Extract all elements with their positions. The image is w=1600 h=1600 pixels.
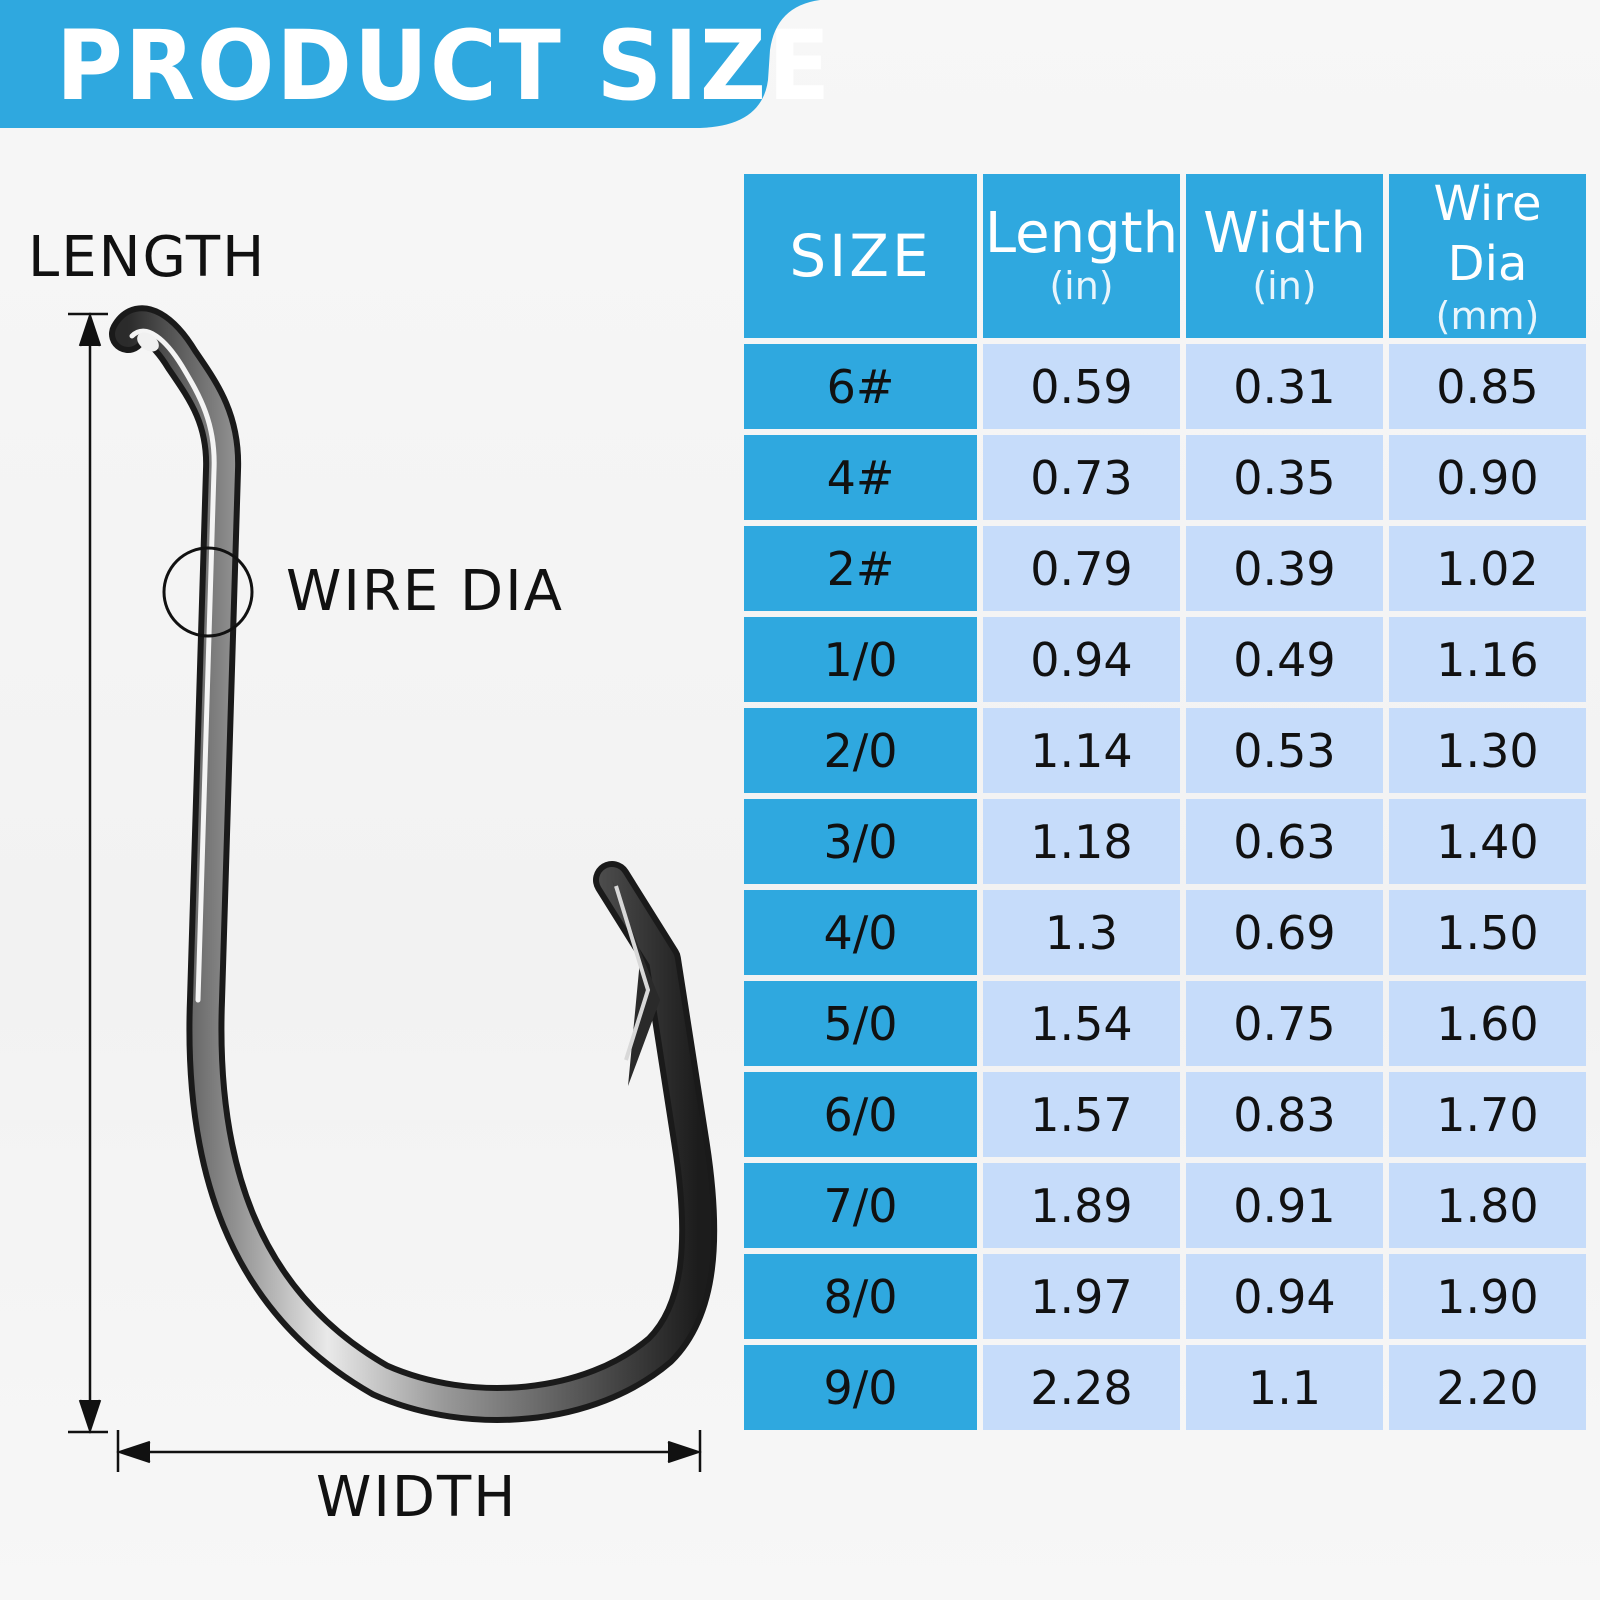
width-cell: 0.53 xyxy=(1186,708,1383,793)
table-row: 2/0 1.14 0.53 1.30 xyxy=(744,708,1586,793)
table-row: 6/0 1.57 0.83 1.70 xyxy=(744,1072,1586,1157)
wire-dia-cell: 1.40 xyxy=(1389,799,1586,884)
table-row: 9/0 2.28 1.1 2.20 xyxy=(744,1345,1586,1430)
header-width: Width (in) xyxy=(1186,174,1383,338)
length-cell: 2.28 xyxy=(983,1345,1180,1430)
width-cell: 0.75 xyxy=(1186,981,1383,1066)
wire-dia-cell: 0.90 xyxy=(1389,435,1586,520)
size-cell: 5/0 xyxy=(744,981,977,1066)
width-dimension-line xyxy=(116,1430,702,1472)
size-cell: 4/0 xyxy=(744,890,977,975)
wire-dia-cell: 1.30 xyxy=(1389,708,1586,793)
wire-dia-cell: 1.90 xyxy=(1389,1254,1586,1339)
length-cell: 0.94 xyxy=(983,617,1180,702)
header-length: Length (in) xyxy=(983,174,1180,338)
table-row: 2# 0.79 0.39 1.02 xyxy=(744,526,1586,611)
table-row: 1/0 0.94 0.49 1.16 xyxy=(744,617,1586,702)
width-cell: 0.35 xyxy=(1186,435,1383,520)
length-cell: 1.97 xyxy=(983,1254,1180,1339)
header-length-label: Length xyxy=(984,201,1179,266)
length-cell: 1.57 xyxy=(983,1072,1180,1157)
size-cell: 3/0 xyxy=(744,799,977,884)
header-length-unit: (in) xyxy=(1049,264,1114,308)
wire-dia-marker xyxy=(162,546,254,638)
width-cell: 0.69 xyxy=(1186,890,1383,975)
header-width-label: Width xyxy=(1203,201,1366,266)
wire-dia-label: WIRE DIA xyxy=(286,559,564,624)
header-size-label: SIZE xyxy=(789,222,932,290)
size-cell: 6# xyxy=(744,344,977,429)
wire-dia-cell: 1.70 xyxy=(1389,1072,1586,1157)
header-wire-dia: Wire Dia (mm) xyxy=(1389,174,1586,338)
table-row: 5/0 1.54 0.75 1.60 xyxy=(744,981,1586,1066)
width-cell: 0.83 xyxy=(1186,1072,1383,1157)
length-cell: 0.59 xyxy=(983,344,1180,429)
wire-dia-cell: 1.02 xyxy=(1389,526,1586,611)
table-row: 3/0 1.18 0.63 1.40 xyxy=(744,799,1586,884)
width-cell: 0.31 xyxy=(1186,344,1383,429)
table-row: 4# 0.73 0.35 0.90 xyxy=(744,435,1586,520)
header-width-unit: (in) xyxy=(1252,264,1317,308)
fishing-hook-diagram xyxy=(68,305,718,1472)
length-cell: 1.14 xyxy=(983,708,1180,793)
width-cell: 0.39 xyxy=(1186,526,1383,611)
size-table: SIZE Length (in) Width (in) Wire Dia (mm… xyxy=(738,168,1592,1436)
header-wire-dia-label: Wire Dia xyxy=(1433,176,1542,292)
width-cell: 1.1 xyxy=(1186,1345,1383,1430)
wire-dia-cell: 1.50 xyxy=(1389,890,1586,975)
table-row: 6# 0.59 0.31 0.85 xyxy=(744,344,1586,429)
length-dimension-line xyxy=(68,312,108,1434)
table-row: 4/0 1.3 0.69 1.50 xyxy=(744,890,1586,975)
size-cell: 6/0 xyxy=(744,1072,977,1157)
header-wire-dia-unit: (mm) xyxy=(1435,294,1540,338)
size-cell: 2# xyxy=(744,526,977,611)
width-cell: 0.49 xyxy=(1186,617,1383,702)
size-cell: 7/0 xyxy=(744,1163,977,1248)
length-cell: 1.89 xyxy=(983,1163,1180,1248)
hook-icon xyxy=(109,305,718,1423)
size-cell: 8/0 xyxy=(744,1254,977,1339)
length-cell: 1.54 xyxy=(983,981,1180,1066)
wire-dia-cell: 1.80 xyxy=(1389,1163,1586,1248)
width-cell: 0.63 xyxy=(1186,799,1383,884)
wire-dia-cell: 2.20 xyxy=(1389,1345,1586,1430)
size-cell: 2/0 xyxy=(744,708,977,793)
page-title: PRODUCT SIZE xyxy=(56,10,833,122)
length-label: LENGTH xyxy=(28,225,267,290)
table-header-row: SIZE Length (in) Width (in) Wire Dia (mm… xyxy=(744,174,1586,338)
size-cell: 4# xyxy=(744,435,977,520)
table-row: 7/0 1.89 0.91 1.80 xyxy=(744,1163,1586,1248)
wire-dia-cell: 1.16 xyxy=(1389,617,1586,702)
header-size: SIZE xyxy=(744,174,977,338)
table-row: 8/0 1.97 0.94 1.90 xyxy=(744,1254,1586,1339)
length-cell: 0.73 xyxy=(983,435,1180,520)
length-cell: 0.79 xyxy=(983,526,1180,611)
wire-dia-cell: 1.60 xyxy=(1389,981,1586,1066)
length-cell: 1.3 xyxy=(983,890,1180,975)
length-cell: 1.18 xyxy=(983,799,1180,884)
width-cell: 0.94 xyxy=(1186,1254,1383,1339)
size-cell: 9/0 xyxy=(744,1345,977,1430)
width-cell: 0.91 xyxy=(1186,1163,1383,1248)
title-banner xyxy=(0,0,820,128)
size-cell: 1/0 xyxy=(744,617,977,702)
wire-dia-cell: 0.85 xyxy=(1389,344,1586,429)
width-label: WIDTH xyxy=(316,1465,518,1530)
